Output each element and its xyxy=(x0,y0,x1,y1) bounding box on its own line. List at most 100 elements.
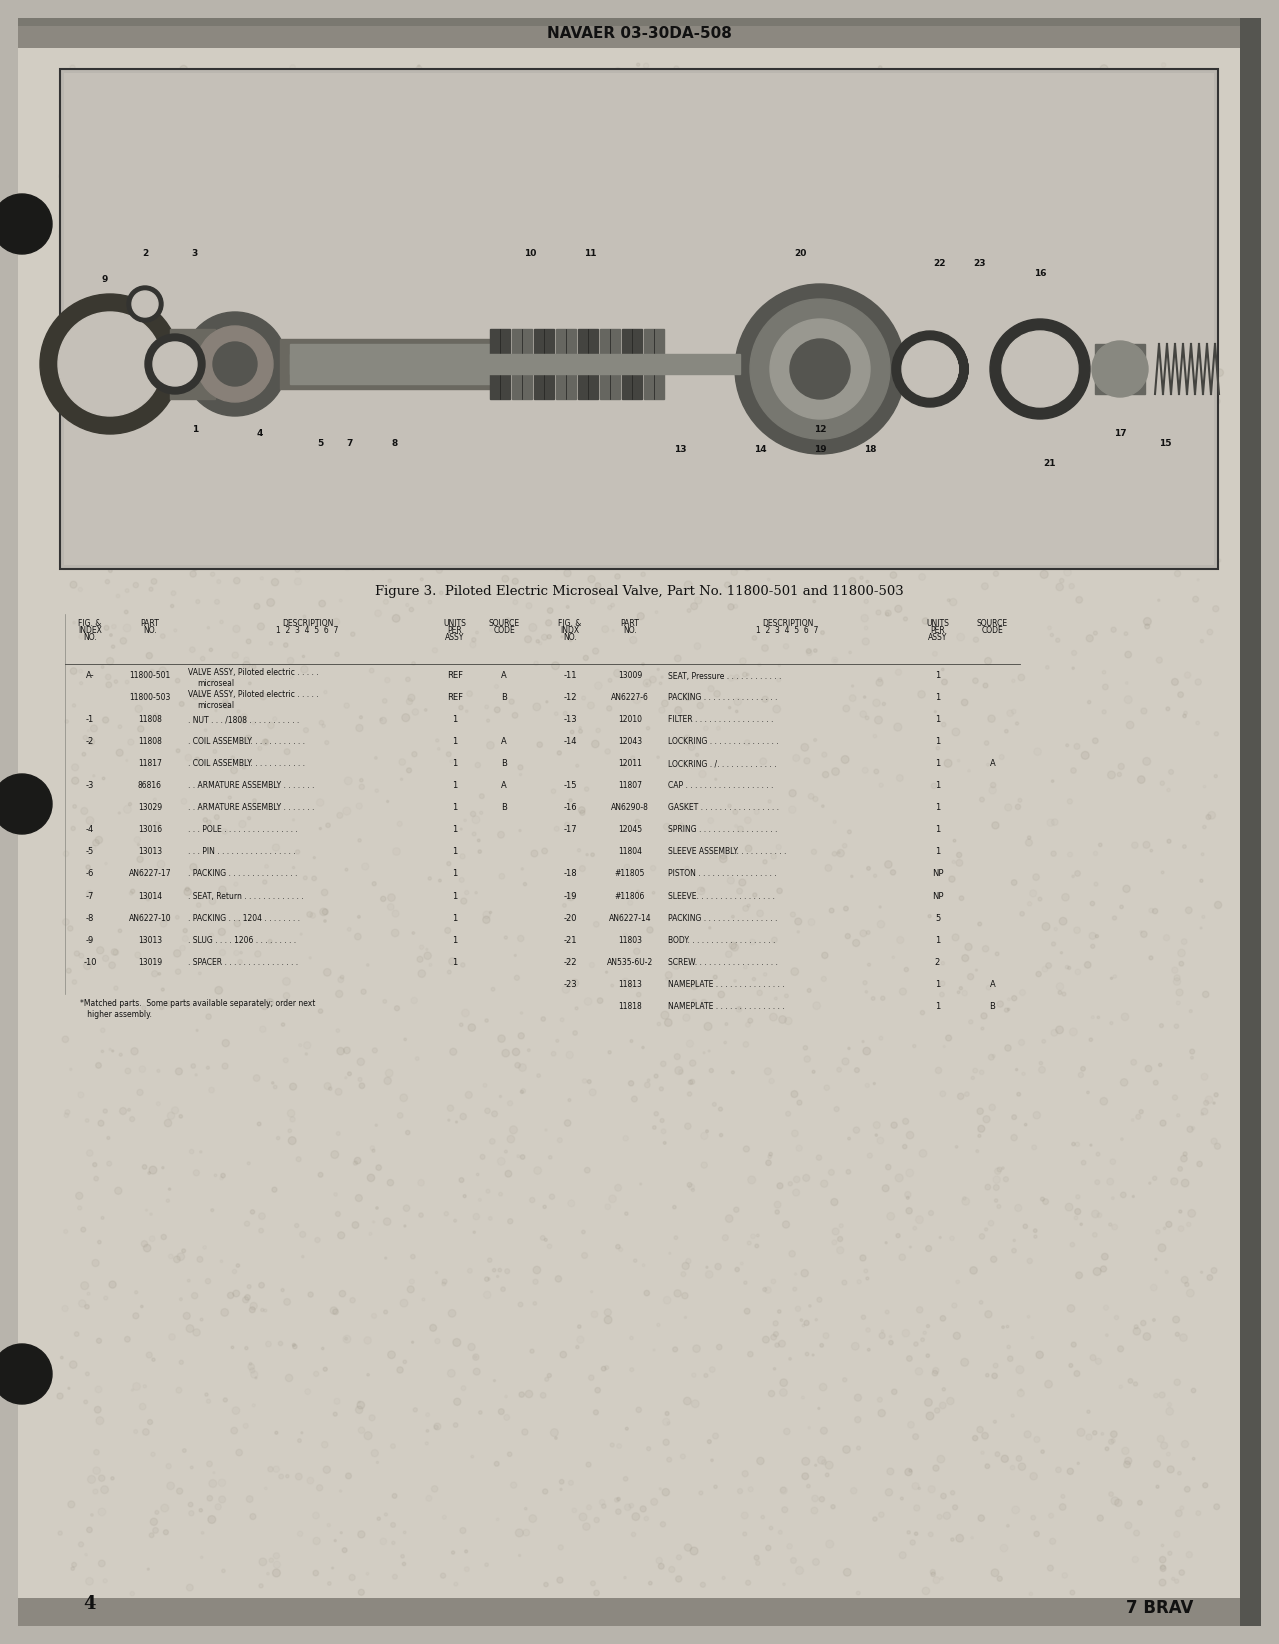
Circle shape xyxy=(836,1067,842,1072)
Text: 1: 1 xyxy=(453,825,458,835)
Circle shape xyxy=(262,738,269,745)
Circle shape xyxy=(87,123,90,127)
Circle shape xyxy=(111,230,115,233)
Circle shape xyxy=(637,993,641,996)
Circle shape xyxy=(412,1342,413,1343)
Circle shape xyxy=(390,212,395,217)
Circle shape xyxy=(1132,404,1137,409)
Circle shape xyxy=(102,778,105,779)
Circle shape xyxy=(719,855,728,863)
Circle shape xyxy=(183,929,187,932)
Circle shape xyxy=(897,334,968,404)
Circle shape xyxy=(749,299,890,439)
Circle shape xyxy=(1215,399,1220,404)
Circle shape xyxy=(1118,773,1122,776)
Circle shape xyxy=(69,311,72,314)
Circle shape xyxy=(622,529,625,533)
Circle shape xyxy=(271,1082,274,1083)
Circle shape xyxy=(830,365,833,368)
Circle shape xyxy=(597,998,602,1003)
Circle shape xyxy=(904,505,908,508)
Circle shape xyxy=(514,227,518,230)
Circle shape xyxy=(521,1154,524,1159)
Circle shape xyxy=(249,1368,255,1373)
Circle shape xyxy=(335,990,343,998)
Circle shape xyxy=(464,227,472,235)
Circle shape xyxy=(1207,812,1215,819)
Circle shape xyxy=(179,702,184,707)
Circle shape xyxy=(417,66,422,71)
Circle shape xyxy=(551,76,556,82)
Circle shape xyxy=(684,192,687,196)
Circle shape xyxy=(283,993,289,1000)
Circle shape xyxy=(931,496,938,503)
Circle shape xyxy=(771,1335,776,1340)
Circle shape xyxy=(821,1180,828,1187)
Circle shape xyxy=(58,312,162,416)
Circle shape xyxy=(718,991,725,998)
Circle shape xyxy=(1182,1179,1189,1187)
Circle shape xyxy=(647,927,654,934)
Circle shape xyxy=(81,1226,86,1231)
Circle shape xyxy=(912,340,968,396)
Circle shape xyxy=(373,431,381,439)
Circle shape xyxy=(739,326,743,329)
Circle shape xyxy=(857,202,863,207)
Circle shape xyxy=(657,756,660,758)
Circle shape xyxy=(288,658,294,664)
Circle shape xyxy=(834,1106,839,1111)
Circle shape xyxy=(1016,429,1021,432)
Circle shape xyxy=(1149,202,1151,204)
Bar xyxy=(18,18,1261,48)
Circle shape xyxy=(561,636,563,638)
Circle shape xyxy=(252,799,256,802)
Circle shape xyxy=(393,122,396,125)
Circle shape xyxy=(660,112,663,113)
Circle shape xyxy=(1122,1013,1128,1021)
Circle shape xyxy=(1037,427,1044,432)
Circle shape xyxy=(301,666,308,672)
Circle shape xyxy=(354,480,361,487)
Circle shape xyxy=(533,1279,538,1284)
Circle shape xyxy=(883,702,885,705)
Circle shape xyxy=(549,1194,555,1200)
Circle shape xyxy=(808,794,813,799)
Circle shape xyxy=(576,764,579,768)
Circle shape xyxy=(1065,143,1069,148)
Circle shape xyxy=(257,1123,261,1126)
Circle shape xyxy=(285,337,292,342)
Circle shape xyxy=(1044,426,1050,431)
Circle shape xyxy=(141,1305,143,1307)
Circle shape xyxy=(725,1215,733,1223)
Circle shape xyxy=(931,1572,935,1577)
Circle shape xyxy=(306,334,308,337)
Circle shape xyxy=(175,916,179,919)
Circle shape xyxy=(1197,1161,1202,1167)
Circle shape xyxy=(646,682,648,686)
Circle shape xyxy=(770,1013,778,1021)
Circle shape xyxy=(694,597,702,603)
Text: 1: 1 xyxy=(453,914,458,922)
Circle shape xyxy=(485,1563,489,1567)
Circle shape xyxy=(854,1394,862,1401)
Circle shape xyxy=(63,566,67,569)
Bar xyxy=(60,69,1218,569)
Circle shape xyxy=(274,546,280,552)
Circle shape xyxy=(79,682,83,686)
Circle shape xyxy=(134,317,138,321)
Circle shape xyxy=(555,299,560,304)
Bar xyxy=(490,329,510,399)
Circle shape xyxy=(1069,557,1072,561)
Circle shape xyxy=(478,850,481,853)
Circle shape xyxy=(1086,635,1094,641)
Circle shape xyxy=(784,995,788,998)
Circle shape xyxy=(1214,1143,1220,1149)
Circle shape xyxy=(583,1522,590,1531)
Circle shape xyxy=(833,852,836,857)
Circle shape xyxy=(1072,651,1077,656)
Circle shape xyxy=(243,1297,248,1304)
Circle shape xyxy=(1152,1175,1156,1180)
Circle shape xyxy=(532,125,538,132)
Circle shape xyxy=(871,118,879,127)
Circle shape xyxy=(101,248,106,255)
